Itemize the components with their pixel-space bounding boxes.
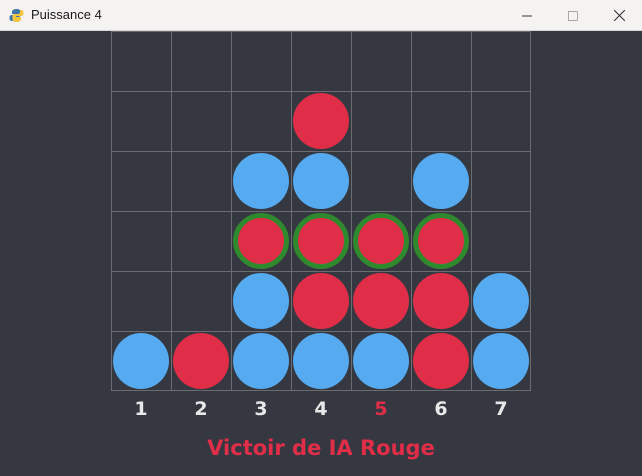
board-cell[interactable] [171,151,231,211]
window-titlebar: Puissance 4 [0,0,642,31]
blue-disc [233,273,289,329]
board-cell[interactable] [171,91,231,151]
red-disc [413,333,469,389]
maximize-button[interactable] [550,0,596,31]
board-cell[interactable] [471,271,531,331]
column-label: 3 [254,398,268,420]
close-button[interactable] [596,0,642,31]
board-cell[interactable] [111,151,171,211]
blue-disc [293,333,349,389]
red-disc-winning [293,213,349,269]
board-cell[interactable] [231,151,291,211]
board-cell[interactable] [291,271,351,331]
red-disc [173,333,229,389]
board-cell[interactable] [411,31,471,91]
minimize-icon [522,6,532,25]
column-label: 4 [314,398,328,420]
board-cell[interactable] [411,151,471,211]
board-cell[interactable] [351,271,411,331]
red-disc [353,273,409,329]
board-cell[interactable] [351,211,411,271]
board-cell[interactable] [351,31,411,91]
board-cell[interactable] [471,151,531,211]
board-cell[interactable] [231,211,291,271]
board-cell[interactable] [171,331,231,391]
board-cell[interactable] [291,151,351,211]
board-cell[interactable] [111,271,171,331]
board-cell[interactable] [111,31,171,91]
blue-disc [353,333,409,389]
red-disc [293,273,349,329]
maximize-icon [568,6,578,25]
window-title: Puissance 4 [31,7,102,22]
column-label: 1 [134,398,148,420]
blue-disc [473,333,529,389]
board-cell[interactable] [111,91,171,151]
blue-disc [233,153,289,209]
red-disc-winning [413,213,469,269]
board-cell[interactable] [471,31,531,91]
game-board[interactable] [111,31,531,391]
board-cell[interactable] [351,331,411,391]
board-cell[interactable] [231,271,291,331]
board-cell[interactable] [471,211,531,271]
board-cell[interactable] [231,331,291,391]
board-cell[interactable] [471,91,531,151]
board-cell[interactable] [351,91,411,151]
board-cell[interactable] [171,271,231,331]
blue-disc [233,333,289,389]
board-cell[interactable] [111,211,171,271]
board-grid [111,31,531,391]
board-cell[interactable] [411,271,471,331]
red-disc-winning [233,213,289,269]
board-cell[interactable] [291,31,351,91]
column-label: 7 [494,398,508,420]
blue-disc [473,273,529,329]
board-cell[interactable] [231,31,291,91]
board-cell[interactable] [471,331,531,391]
board-cell[interactable] [291,91,351,151]
column-label: 5 [374,398,388,420]
board-cell[interactable] [171,211,231,271]
board-cell[interactable] [171,31,231,91]
board-cell[interactable] [411,331,471,391]
board-cell[interactable] [231,91,291,151]
board-cell[interactable] [291,331,351,391]
board-cell[interactable] [411,211,471,271]
board-cell[interactable] [291,211,351,271]
blue-disc [113,333,169,389]
column-label: 2 [194,398,208,420]
blue-disc [413,153,469,209]
python-snake-icon [9,8,24,23]
close-icon [613,6,625,25]
blue-disc [293,153,349,209]
board-cell[interactable] [111,331,171,391]
column-label: 6 [434,398,448,420]
red-disc-winning [353,213,409,269]
red-disc [413,273,469,329]
board-cell[interactable] [351,151,411,211]
red-disc [293,93,349,149]
status-message: Victoir de IA Rouge [207,436,435,460]
minimize-button[interactable] [504,0,550,31]
board-cell[interactable] [411,91,471,151]
